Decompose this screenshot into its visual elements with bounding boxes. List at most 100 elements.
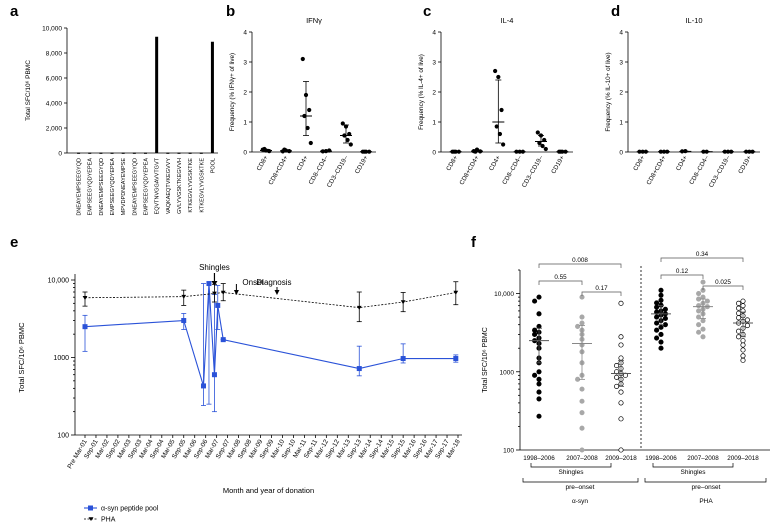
x-tick-label: CD4+ bbox=[675, 154, 689, 172]
p-value-label: 0.55 bbox=[554, 274, 567, 281]
data-point bbox=[579, 320, 585, 326]
panel-title: IL-4 bbox=[501, 16, 514, 25]
arrow-head bbox=[274, 290, 280, 295]
y-tick-label: 4,000 bbox=[46, 100, 63, 107]
data-point bbox=[536, 311, 542, 317]
panel-label-d: d bbox=[611, 3, 620, 20]
y-axis-label: Frequency (% IL-4+ of live) bbox=[418, 54, 425, 130]
data-point bbox=[307, 107, 312, 113]
data-point bbox=[696, 314, 702, 320]
data-point bbox=[618, 416, 624, 422]
data-point bbox=[618, 447, 624, 453]
group-label: Shingles bbox=[559, 469, 585, 476]
group-bracket bbox=[652, 463, 734, 468]
x-tick-label: EQVTNVGGAVVTGVT bbox=[155, 157, 161, 214]
data-point bbox=[579, 410, 585, 416]
data-point bbox=[740, 353, 746, 359]
y-tick-label: 0 bbox=[243, 149, 247, 156]
y-tick-label: 6,000 bbox=[46, 75, 63, 82]
x-tick-label: CD19+ bbox=[737, 154, 753, 175]
legend-label: PHA bbox=[101, 517, 116, 524]
data-point bbox=[740, 338, 746, 344]
data-point bbox=[658, 345, 664, 351]
p-value-label: 0.025 bbox=[715, 279, 731, 286]
data-point bbox=[740, 357, 746, 363]
data-point bbox=[744, 322, 750, 329]
panel-d-chart: IL-10 0 1 2 3 4 Frequency (% IL-10+ of live) CD… bbox=[605, 16, 760, 189]
data-point bbox=[700, 294, 706, 300]
panel-label-c: c bbox=[423, 3, 431, 20]
x-tick-label: CD8+ bbox=[632, 154, 646, 172]
y-tick-label: 10,000 bbox=[42, 25, 62, 32]
bar bbox=[155, 36, 159, 153]
x-tick-label: CD8+CD4+ bbox=[458, 154, 480, 186]
data-point bbox=[658, 287, 664, 293]
data-point bbox=[536, 396, 542, 402]
y-tick-label: 2,000 bbox=[46, 125, 63, 132]
panel-label-a: a bbox=[10, 3, 19, 20]
x-axis-label: Month and year of donation bbox=[223, 486, 314, 495]
significance-bracket bbox=[538, 280, 583, 285]
x-tick-label: 2007–2008 bbox=[687, 455, 719, 462]
legend: α-syn peptide pool PHA bbox=[84, 505, 159, 524]
y-axis-label: Frequency (% IFNγ+ of live) bbox=[229, 53, 236, 131]
y-tick-label: 2 bbox=[243, 89, 247, 96]
chart-layer: 0 2,000 4,000 6,000 8,000 10,000 DNEAYEMPSEEGY… bbox=[17, 16, 770, 524]
data-point bbox=[220, 337, 226, 343]
data-point bbox=[400, 300, 406, 305]
y-tick-label: 1000 bbox=[500, 369, 515, 376]
data-point bbox=[614, 363, 620, 369]
data-point bbox=[658, 331, 664, 338]
data-point bbox=[356, 305, 362, 310]
data-point bbox=[618, 342, 624, 348]
group-bracket bbox=[522, 478, 639, 483]
data-point bbox=[543, 146, 548, 152]
data-point bbox=[532, 331, 538, 338]
data-point bbox=[206, 281, 212, 287]
x-tick-label: VAQKAEQTVKEGVVY bbox=[166, 158, 172, 214]
x-tick-label: CD4+ bbox=[296, 154, 310, 172]
y-tick-label: 4 bbox=[432, 29, 436, 36]
annotation-onset: Onset bbox=[242, 278, 264, 287]
data-point bbox=[400, 356, 406, 362]
data-point bbox=[696, 322, 702, 328]
y-tick-label: 3 bbox=[432, 59, 436, 66]
x-tick-label: DNEAYEMPSEEGYQD bbox=[99, 158, 105, 216]
data-point bbox=[740, 347, 746, 353]
y-tick-label: 0 bbox=[58, 150, 62, 157]
y-tick-label: 1 bbox=[243, 119, 247, 126]
significance-bracket bbox=[660, 257, 744, 262]
data-point bbox=[618, 334, 624, 340]
panel-label-e: e bbox=[10, 234, 18, 251]
x-tick-label: POOL bbox=[210, 158, 216, 173]
x-tick-label: CD8+ bbox=[445, 154, 459, 172]
arrow-head bbox=[211, 281, 218, 286]
data-point bbox=[501, 142, 506, 147]
bar bbox=[144, 152, 147, 154]
data-point bbox=[654, 335, 660, 341]
significance-bracket bbox=[538, 263, 622, 268]
data-point bbox=[356, 366, 362, 372]
x-tick-label: KTKEGVLYVGSKTKE bbox=[188, 158, 194, 213]
data-point bbox=[181, 318, 187, 324]
data-point bbox=[499, 107, 504, 113]
y-tick-label: 10,000 bbox=[48, 278, 70, 285]
panel-a-chart: 0 2,000 4,000 6,000 8,000 10,000 DNEAYEMPSEEGY… bbox=[25, 25, 218, 216]
p-value-label: 0.34 bbox=[696, 251, 709, 258]
y-tick-label: 0 bbox=[432, 149, 436, 156]
data-point bbox=[744, 317, 750, 323]
x-tick-label: CD8–CD4– bbox=[501, 154, 523, 186]
data-point bbox=[532, 327, 538, 333]
y-tick-label: 0 bbox=[619, 149, 623, 156]
data-point bbox=[700, 279, 706, 285]
data-point bbox=[579, 447, 585, 453]
x-tick-label: GVLYVGSKTKEGVVH bbox=[177, 158, 183, 214]
data-point bbox=[536, 389, 542, 395]
data-point bbox=[618, 400, 624, 406]
data-point bbox=[181, 294, 187, 299]
alpha-syn-series-line bbox=[84, 283, 456, 387]
p-value-label: 0.17 bbox=[595, 285, 608, 292]
data-point bbox=[662, 315, 668, 322]
data-point bbox=[579, 386, 585, 392]
data-point bbox=[536, 381, 542, 387]
